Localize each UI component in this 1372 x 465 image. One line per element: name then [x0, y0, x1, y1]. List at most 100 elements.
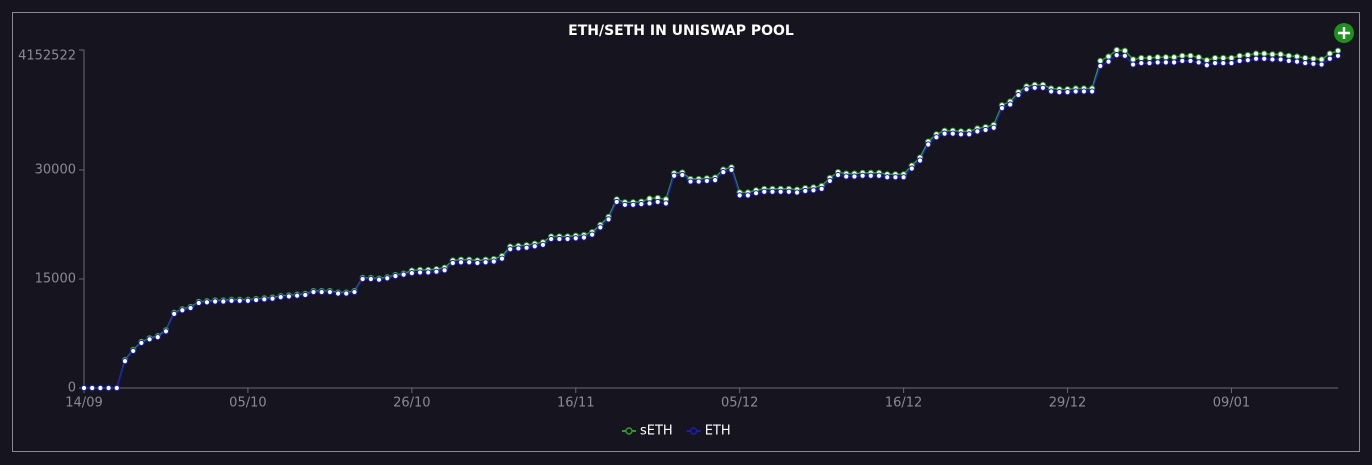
- data-point: [638, 200, 645, 208]
- data-point: [925, 141, 932, 148]
- data-point: [1261, 50, 1268, 57]
- data-point: [523, 244, 530, 251]
- data-point: [671, 172, 678, 179]
- data-point: [711, 177, 719, 184]
- data-point: [998, 105, 1006, 112]
- data-point: [1138, 54, 1145, 62]
- data-point: [1326, 55, 1333, 62]
- data-point: [1162, 59, 1169, 66]
- y-tick-label: 30000: [35, 162, 76, 177]
- data-point: [1261, 55, 1268, 62]
- data-point: [949, 130, 956, 137]
- data-point: [1162, 54, 1169, 61]
- y-tick-label: 0: [68, 381, 76, 396]
- data-point: [1154, 59, 1161, 66]
- data-point: [630, 201, 637, 208]
- data-point: [212, 298, 219, 305]
- data-point: [1244, 57, 1251, 64]
- data-point: [1269, 56, 1276, 63]
- data-point: [1146, 59, 1153, 67]
- data-point: [466, 259, 473, 266]
- data-point: [334, 290, 342, 297]
- data-point: [884, 174, 891, 181]
- data-point: [359, 275, 366, 283]
- data-point: [113, 384, 120, 392]
- data-point: [1252, 50, 1260, 57]
- data-point: [941, 130, 948, 137]
- data-point: [343, 290, 350, 297]
- data-point: [474, 259, 481, 267]
- data-point: [605, 216, 612, 223]
- data-point: [1244, 51, 1251, 59]
- data-point: [752, 190, 760, 197]
- data-point: [1203, 62, 1210, 69]
- data-point: [1277, 51, 1284, 58]
- y-tick-label: 15000: [35, 271, 76, 286]
- add-button-icon[interactable]: [1338, 27, 1350, 39]
- data-point: [1113, 46, 1120, 54]
- data-point: [916, 157, 924, 164]
- data-point: [105, 384, 112, 392]
- data-point: [1310, 55, 1317, 62]
- data-point: [1089, 88, 1096, 95]
- data-point: [933, 134, 940, 141]
- data-point: [302, 291, 309, 299]
- data-point: [826, 177, 833, 184]
- data-point: [220, 298, 227, 305]
- data-point: [646, 200, 653, 207]
- data-point: [146, 336, 153, 343]
- data-point: [892, 174, 899, 181]
- data-point: [769, 188, 776, 195]
- data-point: [425, 269, 432, 276]
- data-point: [662, 200, 670, 207]
- data-point: [1220, 54, 1227, 62]
- data-point: [130, 347, 137, 355]
- data-point: [490, 258, 497, 265]
- data-point: [843, 173, 850, 180]
- data-point: [228, 297, 235, 304]
- data-point: [1072, 88, 1079, 95]
- data-point: [654, 198, 661, 206]
- data-point: [507, 246, 514, 253]
- data-point: [1179, 52, 1186, 59]
- data-point: [1211, 59, 1219, 67]
- data-point: [179, 307, 186, 314]
- data-point: [310, 288, 317, 296]
- data-point: [867, 172, 874, 179]
- data-point: [171, 310, 178, 317]
- data-point: [121, 358, 129, 365]
- data-point: [367, 275, 374, 283]
- data-point: [1064, 89, 1071, 96]
- data-point: [97, 384, 104, 392]
- data-point: [449, 259, 456, 267]
- data-point: [293, 292, 301, 299]
- data-point: [1203, 57, 1210, 64]
- data-point: [375, 276, 383, 283]
- data-point: [195, 299, 202, 307]
- data-point: [1285, 52, 1292, 59]
- data-point: [720, 169, 727, 176]
- data-point: [318, 288, 325, 296]
- chart-frame: [12, 12, 1360, 452]
- data-point: [441, 267, 448, 274]
- data-point: [277, 294, 284, 301]
- data-point: [236, 297, 243, 304]
- data-point: [482, 259, 489, 266]
- data-point: [326, 288, 333, 296]
- data-point: [1310, 60, 1317, 67]
- x-tick-label: 16/11: [557, 396, 594, 411]
- x-tick-label: 05/12: [721, 396, 758, 411]
- data-point: [408, 270, 415, 277]
- data-point: [687, 178, 694, 185]
- add-button[interactable]: [1334, 23, 1354, 43]
- data-point: [1056, 89, 1063, 96]
- x-tick-label: 16/12: [885, 396, 922, 411]
- data-point: [974, 128, 981, 135]
- data-point: [679, 171, 686, 179]
- data-point: [89, 384, 96, 392]
- data-point: [1039, 84, 1047, 91]
- data-point: [457, 259, 465, 266]
- data-point: [1334, 52, 1342, 59]
- data-point: [966, 131, 973, 138]
